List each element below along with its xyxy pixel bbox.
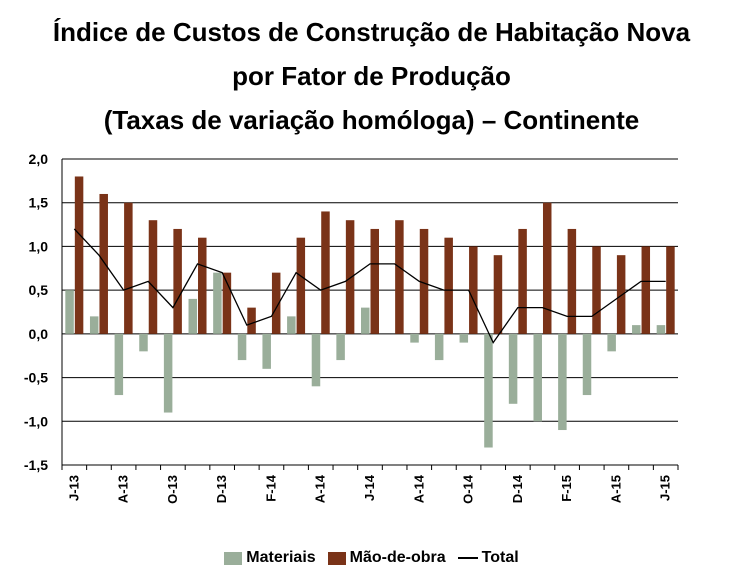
x-tick-label: D-13 bbox=[214, 475, 229, 503]
x-tick-label: O-13 bbox=[165, 475, 180, 504]
bar-materiais bbox=[361, 307, 370, 334]
x-tick-label: A-14 bbox=[313, 474, 328, 503]
bar-mao-de-obra bbox=[222, 272, 232, 334]
x-tick-label: D-14 bbox=[510, 474, 525, 503]
bar-mao-de-obra bbox=[419, 228, 429, 334]
legend-line-total bbox=[457, 557, 478, 559]
bar-materiais bbox=[287, 316, 296, 334]
legend-item-mao-de-obra: Mão-de-obra bbox=[327, 549, 446, 567]
bar-materiais bbox=[459, 333, 469, 343]
bar-materiais bbox=[632, 325, 641, 334]
x-tick-label: J-14 bbox=[362, 474, 377, 501]
y-tick-label: -1,0 bbox=[24, 413, 48, 429]
chart-legend: Materiais Mão-de-obra Total bbox=[0, 549, 743, 567]
bar-materiais bbox=[114, 333, 124, 396]
chart-plot: 2,0 1,5 1,0 0,5 0,0 -0,5 -1,0 -1,5 J-13 A-13 O-13 D… bbox=[24, 151, 679, 504]
legend-swatch-mao-de-obra bbox=[327, 551, 346, 565]
legend-item-materiais: Materiais bbox=[224, 549, 316, 567]
bar-materiais bbox=[163, 333, 173, 413]
chart-title: Índice de Custos de Construção de Habita… bbox=[0, 10, 743, 142]
bar-mao-de-obra bbox=[148, 220, 158, 334]
y-tick-label: 0,5 bbox=[29, 282, 49, 298]
bar-mao-de-obra bbox=[296, 237, 306, 334]
bar-materiais bbox=[237, 333, 247, 361]
line-total bbox=[73, 228, 666, 344]
y-tick-label: -0,5 bbox=[24, 370, 48, 386]
bar-mao-de-obra bbox=[247, 307, 256, 334]
y-tick-label: 2,0 bbox=[29, 151, 49, 167]
bar-mao-de-obra bbox=[444, 237, 453, 334]
bar-materiais bbox=[65, 290, 74, 334]
bar-materiais bbox=[139, 333, 148, 352]
chart-title-line-3: (Taxas de variação homóloga) – Continent… bbox=[103, 105, 640, 135]
y-tick-label: -1,5 bbox=[24, 457, 48, 473]
x-tick-label: O-14 bbox=[461, 474, 476, 504]
chart-title-line-2: por Fator de Produção bbox=[232, 61, 511, 91]
bar-mao-de-obra bbox=[271, 272, 281, 334]
bar-mao-de-obra bbox=[493, 255, 503, 334]
bar-mao-de-obra bbox=[666, 246, 675, 334]
bar-mao-de-obra bbox=[173, 228, 182, 334]
legend-item-total: Total bbox=[457, 549, 519, 567]
bar-materiais bbox=[410, 333, 419, 343]
bar-mao-de-obra bbox=[345, 220, 355, 334]
bar-mao-de-obra bbox=[592, 246, 601, 334]
bar-materiais bbox=[558, 333, 567, 431]
bar-mao-de-obra bbox=[518, 228, 527, 334]
legend-label-materiais: Materiais bbox=[246, 549, 316, 566]
x-tick-label: A-14 bbox=[411, 474, 426, 503]
y-tick-label: 1,0 bbox=[29, 238, 49, 254]
bar-materiais bbox=[484, 333, 493, 448]
bar-materiais bbox=[508, 333, 518, 404]
bar-materiais bbox=[582, 333, 592, 396]
x-tick-label: J-13 bbox=[66, 475, 81, 501]
bar-materiais bbox=[533, 333, 542, 422]
bar-mao-de-obra bbox=[395, 220, 404, 334]
bar-mao-de-obra bbox=[542, 202, 552, 334]
bar-mao-de-obra bbox=[321, 211, 330, 334]
bar-materiais bbox=[213, 272, 222, 334]
legend-label-mao-de-obra: Mão-de-obra bbox=[349, 549, 446, 566]
legend-label-total: Total bbox=[481, 549, 519, 566]
bar-mao-de-obra bbox=[469, 246, 478, 334]
x-tick-label: A-13 bbox=[116, 475, 131, 503]
bar-materiais bbox=[336, 333, 345, 361]
bar-materiais bbox=[89, 316, 99, 334]
bar-mao-de-obra bbox=[616, 255, 626, 334]
legend-swatch-materiais bbox=[224, 551, 243, 565]
bar-materiais bbox=[607, 333, 616, 352]
x-tick-label: F-15 bbox=[559, 475, 574, 502]
bar-mao-de-obra bbox=[567, 228, 577, 334]
y-tick-label: 0,0 bbox=[29, 326, 49, 342]
bar-materiais bbox=[656, 325, 666, 334]
chart-title-line-1: Índice de Custos de Construção de Habita… bbox=[52, 17, 691, 47]
bar-mao-de-obra bbox=[124, 202, 133, 334]
bar-mao-de-obra bbox=[198, 237, 207, 334]
x-tick-label: F-14 bbox=[263, 474, 278, 502]
bar-materiais bbox=[188, 298, 198, 334]
bar-materiais bbox=[311, 333, 321, 387]
x-tick-label: A-15 bbox=[608, 475, 623, 503]
bar-materiais bbox=[262, 333, 271, 369]
bar-mao-de-obra bbox=[99, 193, 108, 334]
bar-mao-de-obra bbox=[370, 228, 379, 334]
x-tick-label: J-15 bbox=[658, 475, 673, 501]
bar-mao-de-obra bbox=[641, 246, 651, 334]
bar-materiais bbox=[434, 333, 444, 361]
y-tick-label: 1,5 bbox=[29, 195, 49, 211]
bar-mao-de-obra bbox=[74, 176, 84, 334]
